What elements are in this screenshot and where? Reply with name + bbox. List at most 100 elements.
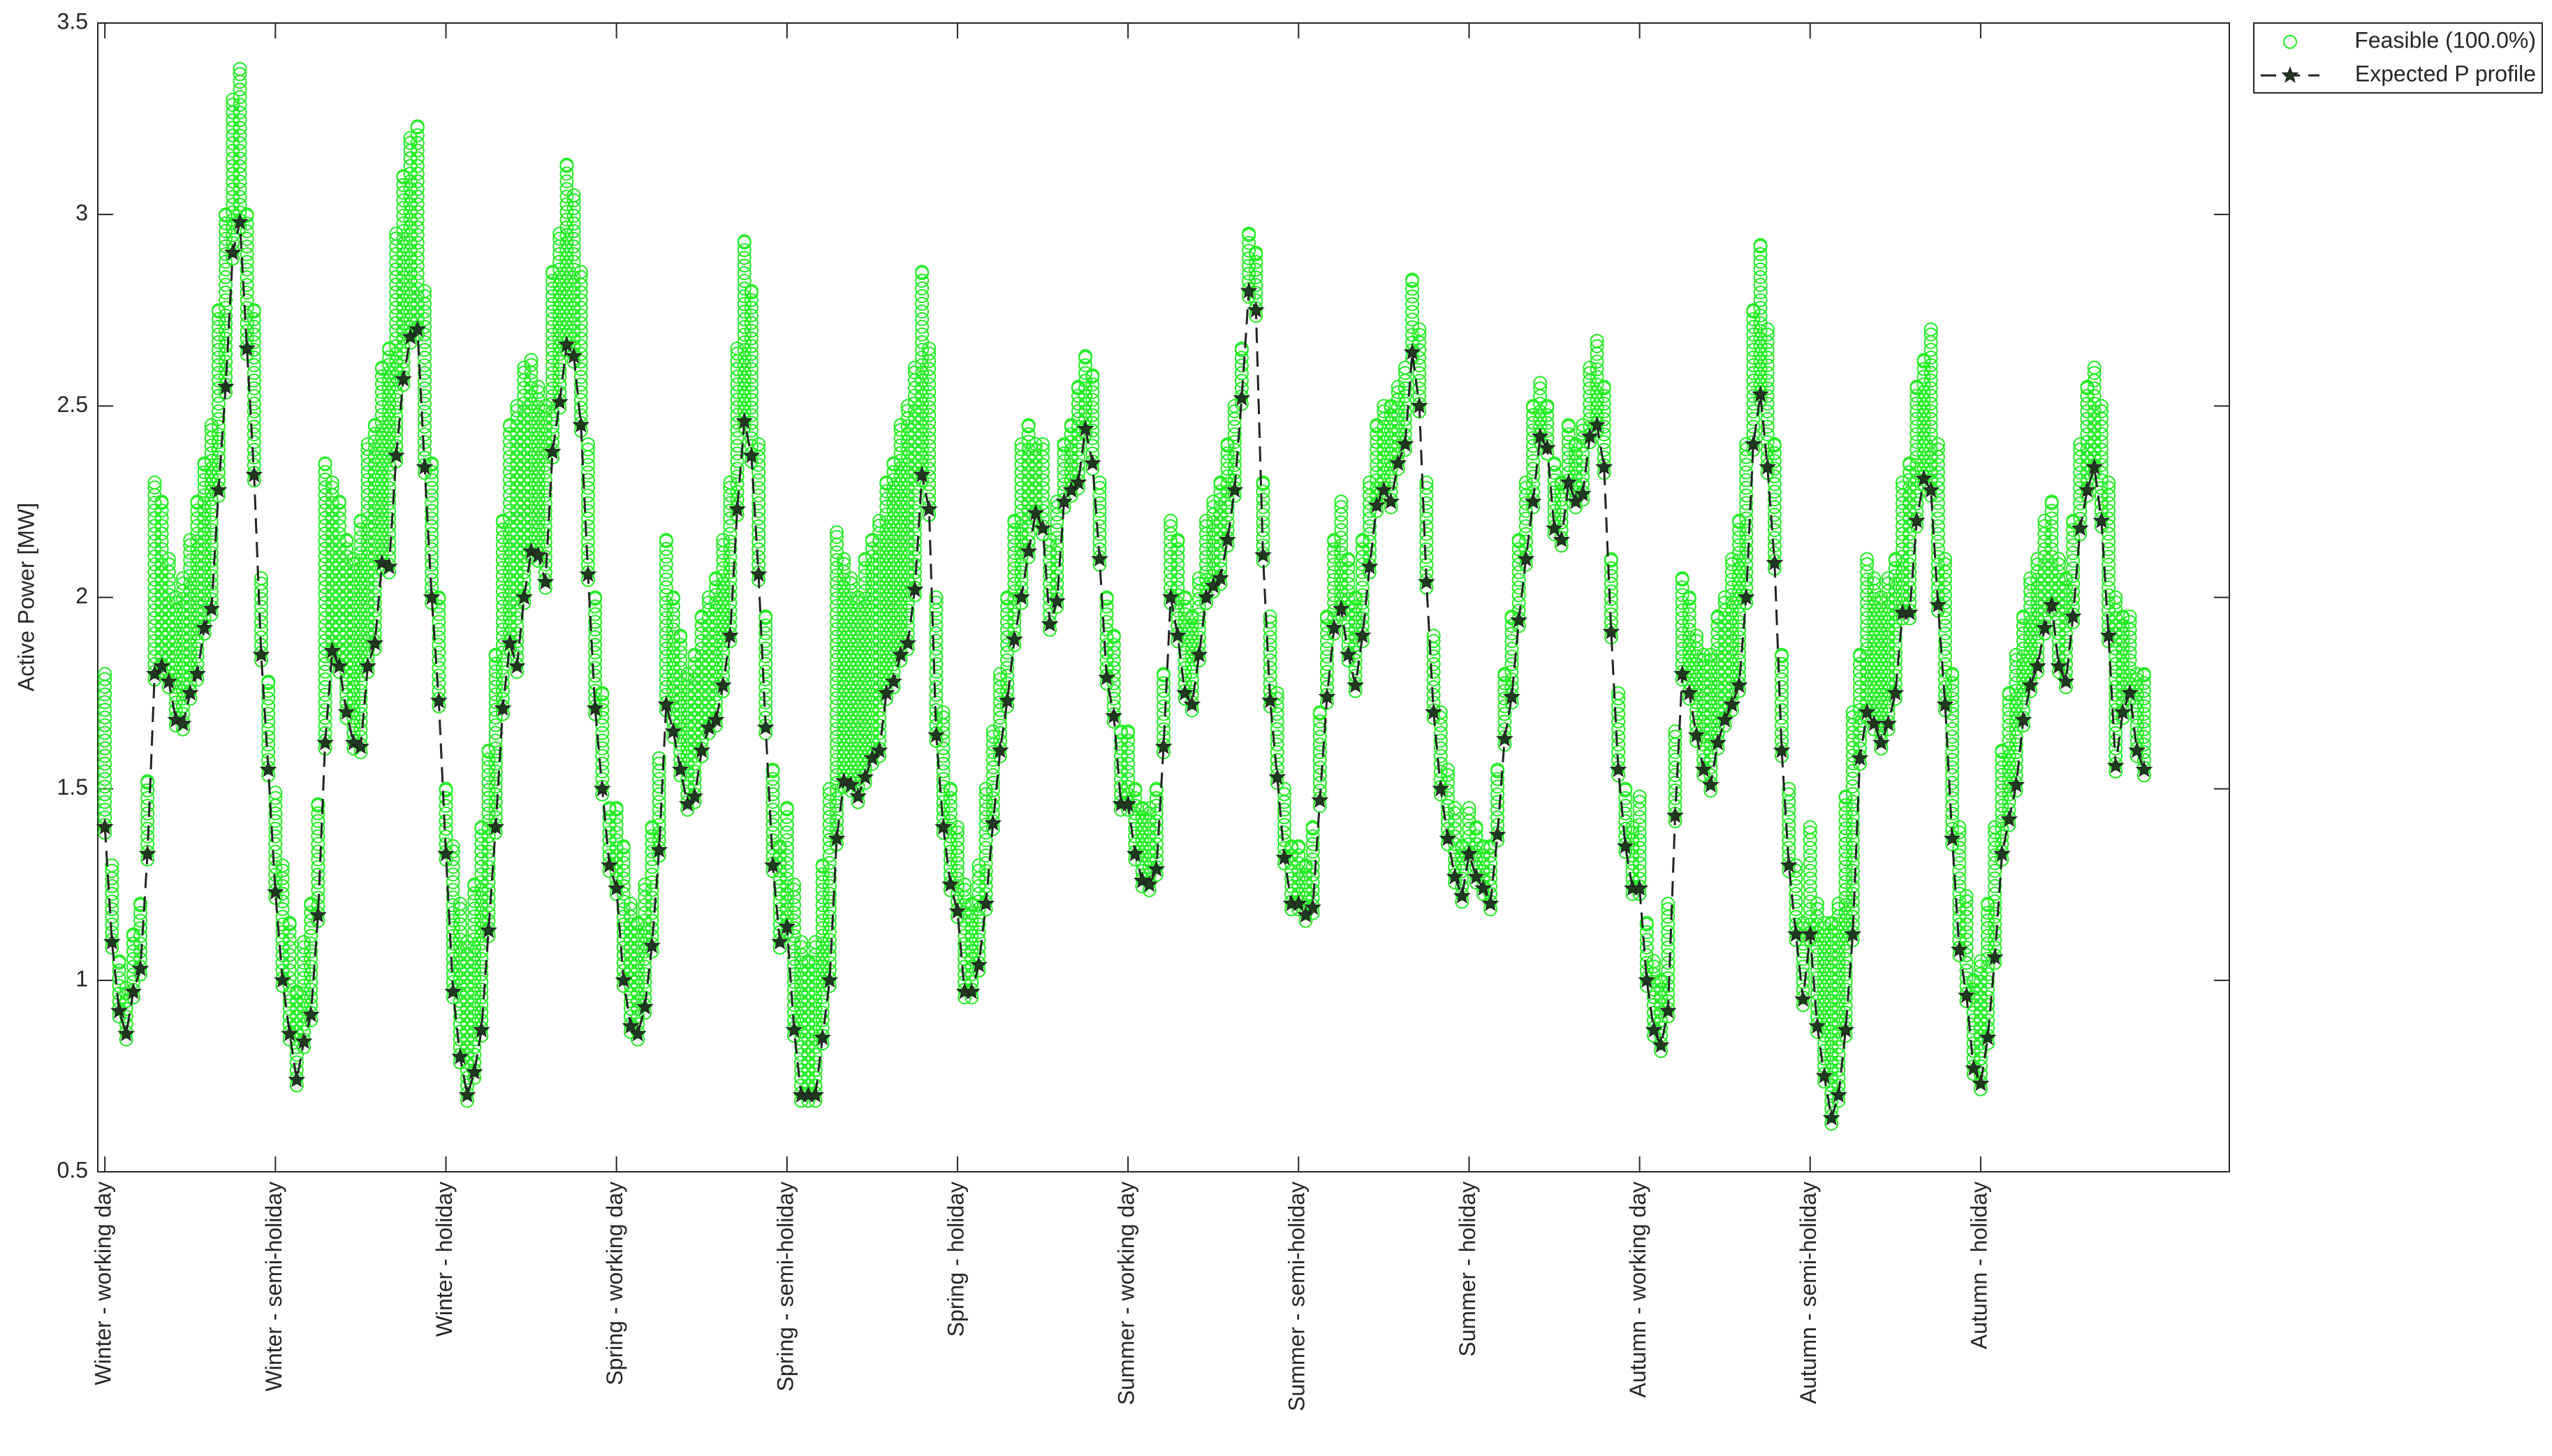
expected-star (2035, 619, 2054, 636)
expected-star (1161, 588, 1180, 605)
expected-star (643, 936, 661, 954)
expected-star (1766, 554, 1784, 571)
feasible-points (744, 284, 758, 469)
feasible-points (403, 131, 418, 350)
feasible-points (779, 801, 794, 940)
expected-star (295, 1032, 313, 1050)
feasible-points (580, 437, 595, 587)
expected-star (1133, 872, 1151, 888)
expected-star (778, 917, 796, 934)
x-tick-label: Spring - working day (602, 1182, 627, 1385)
y-axis-label: Active Power [MW] (13, 503, 38, 691)
expected-star (1090, 550, 1108, 567)
expected-star (671, 760, 689, 777)
expected-star (884, 672, 902, 689)
feasible-points (1753, 238, 1768, 407)
feasible-points (339, 533, 354, 725)
expected-star (1524, 492, 1542, 510)
expected-star (969, 955, 988, 973)
expected-star (991, 741, 1009, 758)
expected-star (1588, 416, 1606, 433)
feasible-points (1945, 667, 1960, 851)
expected-star (529, 546, 548, 563)
feasible-points (915, 265, 930, 488)
feasible-points (922, 341, 937, 522)
expected-star (1460, 844, 1478, 862)
expected-star (223, 243, 242, 260)
expected-star (1965, 1059, 1983, 1076)
x-tick-label: Summer - working day (1114, 1182, 1139, 1405)
expected-star (2007, 776, 2025, 793)
expected-star (728, 500, 747, 517)
expected-star (1495, 730, 1513, 747)
expected-star (1787, 925, 1805, 942)
expected-star (1027, 503, 1045, 521)
expected-star (430, 691, 448, 709)
expected-star (1467, 867, 1486, 885)
y-tick-label: 3 (75, 200, 88, 226)
expected-star (1183, 695, 1201, 712)
expected-star (323, 642, 342, 659)
expected-star (1226, 480, 1244, 498)
expected-star (444, 983, 462, 999)
expected-star (1645, 1020, 1663, 1038)
expected-star (402, 328, 420, 345)
expected-star (1744, 435, 1762, 452)
expected-star (1233, 389, 1251, 406)
x-tick-label: Winter - working day (91, 1182, 116, 1385)
expected-star (1126, 844, 1144, 862)
expected-star (337, 703, 355, 720)
expected-star (188, 665, 206, 682)
expected-star (1147, 860, 1166, 877)
expected-star (756, 718, 775, 735)
expected-star (1339, 645, 1358, 663)
legend-swatch (2283, 35, 2298, 49)
expected-star (1879, 714, 1898, 732)
feasible-points (666, 590, 681, 744)
expected-star (1652, 1036, 1670, 1053)
expected-star (849, 787, 867, 804)
expected-star (1694, 760, 1713, 777)
expected-star (543, 442, 562, 459)
expected-star (650, 841, 668, 858)
expected-star (1567, 492, 1585, 510)
expected-star (1361, 557, 1379, 575)
expected-star (110, 1001, 129, 1019)
expected-star (1240, 281, 1258, 299)
feasible-points (154, 494, 169, 679)
expected-star (117, 1024, 135, 1042)
expected-star (1261, 691, 1279, 709)
feasible-points (98, 667, 112, 840)
expected-star (735, 412, 754, 429)
expected-star (302, 1006, 320, 1022)
expected-star (1773, 741, 1791, 758)
expected-star (160, 672, 178, 689)
expected-star (1595, 457, 1613, 475)
feasible-points (659, 533, 673, 718)
expected-star (1730, 676, 1748, 693)
expected-star (1389, 454, 1407, 471)
expected-star (1560, 473, 1578, 490)
expected-star (1950, 940, 1968, 957)
feasible-points (233, 61, 247, 235)
expected-star (138, 844, 156, 862)
x-tick-label: Autumn - semi-holiday (1796, 1182, 1821, 1404)
expected-star (1752, 385, 1770, 402)
x-tick-label: Winter - holiday (432, 1182, 457, 1337)
feasible-points (410, 119, 425, 342)
expected-star (1275, 848, 1293, 866)
feasible-points (1760, 322, 1775, 480)
expected-star (1780, 856, 1798, 873)
y-tick-label: 3.5 (57, 8, 88, 34)
expected-star (1197, 588, 1215, 605)
expected-star (977, 895, 995, 911)
expected-star (806, 1086, 825, 1103)
expected-star (1829, 1086, 1847, 1103)
expected-star (1141, 875, 1159, 892)
expected-star (948, 902, 967, 919)
expected-star (1474, 879, 1493, 896)
expected-star (821, 971, 839, 988)
feasible-points (751, 437, 766, 587)
expected-star (877, 684, 895, 701)
expected-star (359, 657, 377, 674)
